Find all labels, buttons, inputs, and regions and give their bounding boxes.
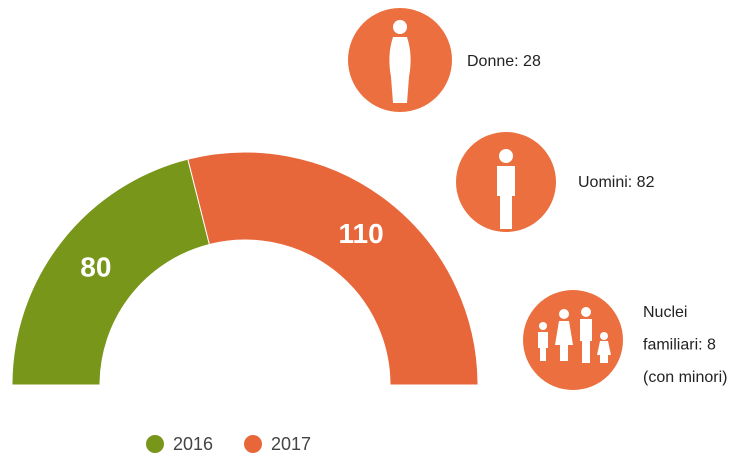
data-label: 110 — [339, 218, 384, 249]
item-text: Donne: 28 — [467, 53, 541, 70]
item-text: Nuclei — [643, 304, 687, 321]
item-text: familiari: 8 — [643, 337, 716, 354]
legend-swatch — [244, 435, 262, 453]
icon-woman — [348, 8, 452, 112]
legend-label: 2017 — [271, 434, 311, 454]
arc-segment — [187, 151, 479, 386]
legend-swatch — [146, 435, 164, 453]
icon-family — [523, 290, 623, 390]
data-label: 80 — [80, 251, 111, 282]
arc-segment — [11, 158, 211, 386]
item-text: Uomini: 82 — [578, 174, 655, 191]
legend-label: 2016 — [173, 434, 213, 454]
icon-man — [456, 132, 556, 232]
item-text: (con minori) — [643, 369, 727, 386]
